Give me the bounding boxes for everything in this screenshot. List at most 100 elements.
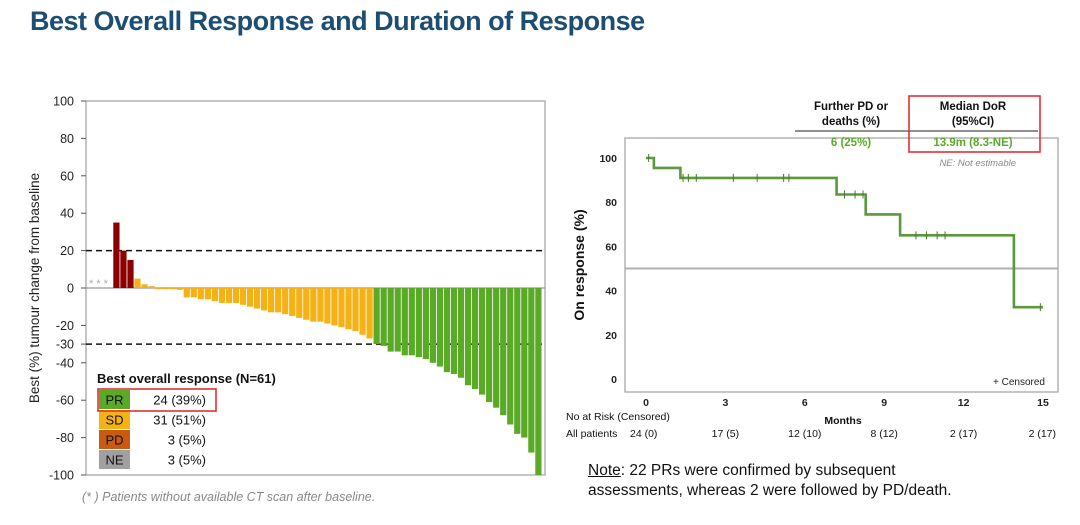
waterfall-bar [479,288,486,395]
waterfall-bar [268,288,275,313]
waterfall-bar [260,288,268,311]
summary-col2-value: 13.9m (8.3-NE) [933,137,1012,149]
y-axis-label: Best (%) tumour change from baseline [27,173,42,403]
km-y-tick-label: 20 [605,330,617,342]
y-tick-label: 60 [60,169,74,183]
waterfall-bar [366,288,373,339]
waterfall-bar [310,288,317,322]
waterfall-bar [317,288,324,322]
waterfall-bar [331,288,338,326]
waterfall-bar [296,288,303,318]
y-tick-label: 0 [67,282,74,296]
km-y-tick-label: 80 [605,197,617,209]
waterfall-bar [253,288,261,309]
waterfall-bar [408,288,415,356]
waterfall-bar [246,288,254,307]
y-tick-label: -100 [49,469,74,483]
y-tick-label: -40 [56,356,74,370]
summary-footnote: NE: Not estimable [939,158,1016,169]
risk-row-label: All patients [566,428,617,440]
summary-col2-header: Median DoR [940,101,1007,113]
waterfall-bar [514,288,521,434]
legend-swatch-pr [99,390,130,409]
legend-value-pd: 3 (5%) [168,433,206,448]
km-x-tick-label: 6 [802,397,808,409]
note-body-2: assessments, whereas 2 were followed by … [588,482,952,499]
legend-swatch-ne [99,450,130,469]
waterfall-bar [338,288,345,328]
legend-title: Best overall response (N=61) [97,371,276,386]
km-x-tick-label: 15 [1037,397,1049,409]
km-y-tick-label: 60 [605,241,617,253]
y-tick-label: -20 [56,319,74,333]
legend-code-sd: SD [105,413,123,428]
legend-code-pd: PD [105,433,123,448]
waterfall-bar [275,288,282,313]
waterfall-bar [120,250,127,288]
waterfall-bar [141,284,148,288]
waterfall-bar [528,288,535,453]
km-x-tick-label: 12 [958,397,970,409]
waterfall-bar [155,288,162,290]
waterfall-bar [282,288,289,315]
waterfall-bar [148,286,155,288]
km-x-tick-label: 0 [643,397,649,409]
waterfall-bar [169,288,176,290]
y-tick-label: 100 [53,95,74,109]
waterfall-bar [218,288,226,303]
legend-value-ne: 3 (5%) [168,453,206,468]
waterfall-bar [486,288,493,403]
km-curve [646,156,1043,309]
waterfall-bar [197,288,204,300]
waterfall-bar [359,288,366,335]
waterfall-bar [493,288,500,408]
risk-table-header: No at Risk (Censored) [566,411,670,423]
waterfall-bar [535,288,542,475]
waterfall-bar [401,288,408,356]
waterfall-bar [183,288,190,298]
waterfall-bar [429,288,437,363]
km-y-axis-label: On response (%) [571,209,587,320]
km-x-axis-label: Months [824,415,861,427]
risk-count: 8 (12) [870,428,897,440]
censored-legend: + Censored [993,377,1045,388]
y-tick-label: -30 [56,338,74,352]
km-x-tick-label: 9 [881,397,887,409]
waterfall-bar [380,288,387,346]
risk-count: 2 (17) [950,428,977,440]
median-dor-highlight-box [908,95,1041,153]
waterfall-bar [204,288,211,300]
waterfall-bar [464,288,472,386]
waterfall-bar [443,288,451,373]
waterfall-bar [113,222,120,288]
summary-col1-header: Further PD or [814,101,889,113]
waterfall-bar [134,278,141,288]
waterfall-bar [422,288,429,360]
risk-count: 24 (0) [630,428,657,440]
pr-highlight-box [97,388,217,412]
waterfall-bar [394,288,401,352]
risk-count: 12 (10) [788,428,821,440]
risk-count: 2 (17) [1029,428,1056,440]
waterfall-bar [373,288,380,345]
note-label: Note [588,462,621,479]
y-tick-label: -80 [56,431,74,445]
km-y-tick-label: 0 [611,374,617,386]
summary-col2-header-2: (95%CI) [952,116,994,128]
km-y-tick-label: 40 [605,286,617,298]
legend-swatch-pd [99,430,130,449]
waterfall-bar [232,288,240,303]
waterfall-bar [415,288,422,358]
waterfall-bar [239,288,247,305]
waterfall-bar [289,288,296,317]
km-plot-frame [624,137,1059,393]
km-y-tick-label: 100 [599,153,617,165]
waterfall-bar [324,288,331,324]
waterfall-bar [457,288,465,378]
waterfall-bar [162,288,169,290]
waterfall-bar [450,288,458,375]
waterfall-bar [211,288,218,302]
legend-code-ne: NE [105,453,123,468]
